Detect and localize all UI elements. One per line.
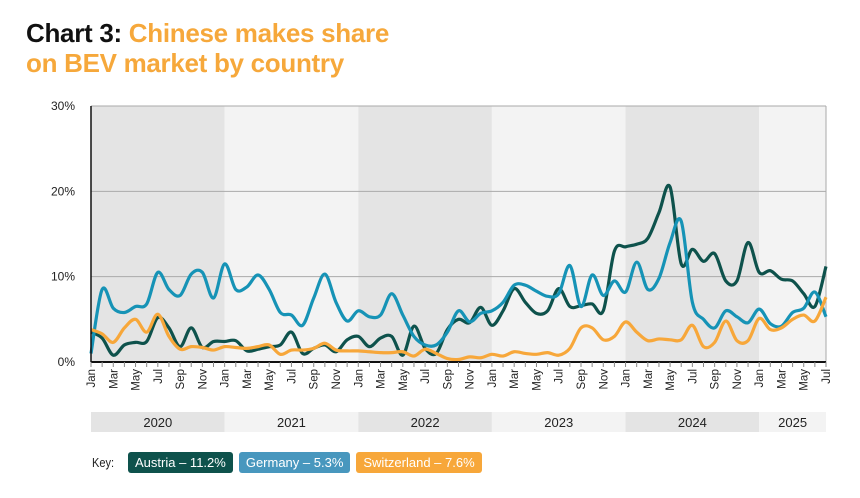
x-tick-label: May [264, 369, 276, 391]
x-tick-label: Nov [598, 369, 610, 390]
x-tick-label: May [531, 369, 543, 391]
year-band [358, 106, 492, 362]
x-tick-label: Jan [487, 369, 499, 388]
x-tick-label: Jul [687, 369, 699, 384]
x-tick-label: Jul [821, 369, 833, 384]
legend-item-austria: Austria – 11.2% [128, 452, 233, 473]
year-label: 2025 [778, 415, 807, 430]
x-tick-label: Mar [108, 369, 120, 389]
legend-label: Key: [92, 455, 115, 470]
year-label: 2024 [678, 415, 707, 430]
x-tick-label: Jul [554, 369, 566, 384]
x-tick-label: May [398, 369, 410, 391]
year-label-band [224, 412, 359, 432]
year-label: 2020 [143, 415, 172, 430]
year-label: 2023 [544, 415, 573, 430]
year-label-band [759, 412, 826, 432]
x-tick-label: Jul [153, 369, 165, 384]
x-tick-label: Nov [465, 369, 477, 390]
x-tick-label: Mar [643, 369, 655, 389]
x-tick-label: Nov [331, 369, 343, 390]
x-tick-label: Jan [353, 369, 365, 388]
x-tick-label: Jan [754, 369, 766, 388]
year-label-band [491, 412, 626, 432]
series-line-switzerland [90, 296, 828, 362]
year-band [491, 106, 626, 362]
y-tick-label: 0% [58, 355, 76, 369]
x-tick-label: Sep [710, 369, 722, 389]
x-tick-label: Mar [376, 369, 388, 389]
x-tick-label: Sep [175, 369, 187, 389]
x-tick-label: Sep [576, 369, 588, 389]
title-highlight-line2: on BEV market by country [26, 48, 344, 78]
series-line-germany [89, 217, 828, 354]
year-label-band [358, 412, 492, 432]
x-tick-label: Jul [420, 369, 432, 384]
year-label-band [91, 412, 225, 432]
y-tick-label: 10% [51, 270, 75, 284]
title-highlight-line1: Chinese makes share [128, 18, 390, 48]
x-tick-label: Jan [220, 369, 232, 388]
title-prefix: Chart 3: [26, 18, 122, 48]
x-tick-label: Sep [442, 369, 454, 389]
x-tick-label: Nov [197, 369, 209, 390]
x-tick-label: Jan [86, 369, 98, 388]
x-tick-label: Jan [621, 369, 633, 388]
year-label-band [625, 412, 760, 432]
x-tick-label: May [665, 369, 677, 391]
year-label: 2021 [277, 415, 306, 430]
x-tick-label: Jul [286, 369, 298, 384]
x-tick-label: Mar [776, 369, 788, 389]
x-tick-label: Mar [509, 369, 521, 389]
chart-title: Chart 3: Chinese makes share on BEV mark… [26, 18, 389, 78]
year-band [625, 106, 760, 362]
x-tick-label: May [799, 369, 811, 391]
y-tick-label: 30% [51, 99, 75, 113]
x-tick-label: Nov [732, 369, 744, 390]
legend-item-germany: Germany – 5.3% [238, 452, 351, 473]
x-tick-label: May [131, 369, 143, 391]
x-tick-label: Sep [309, 369, 321, 389]
year-band [224, 106, 359, 362]
year-band [91, 106, 225, 362]
y-tick-label: 20% [51, 184, 75, 198]
series-line-austria [90, 183, 828, 357]
legend-item-switzerland: Switzerland – 7.6% [356, 452, 482, 473]
year-label: 2022 [411, 415, 440, 430]
legend: Key: Austria – 11.2% Germany – 5.3% Switze… [92, 452, 482, 473]
x-tick-label: Mar [242, 369, 254, 389]
